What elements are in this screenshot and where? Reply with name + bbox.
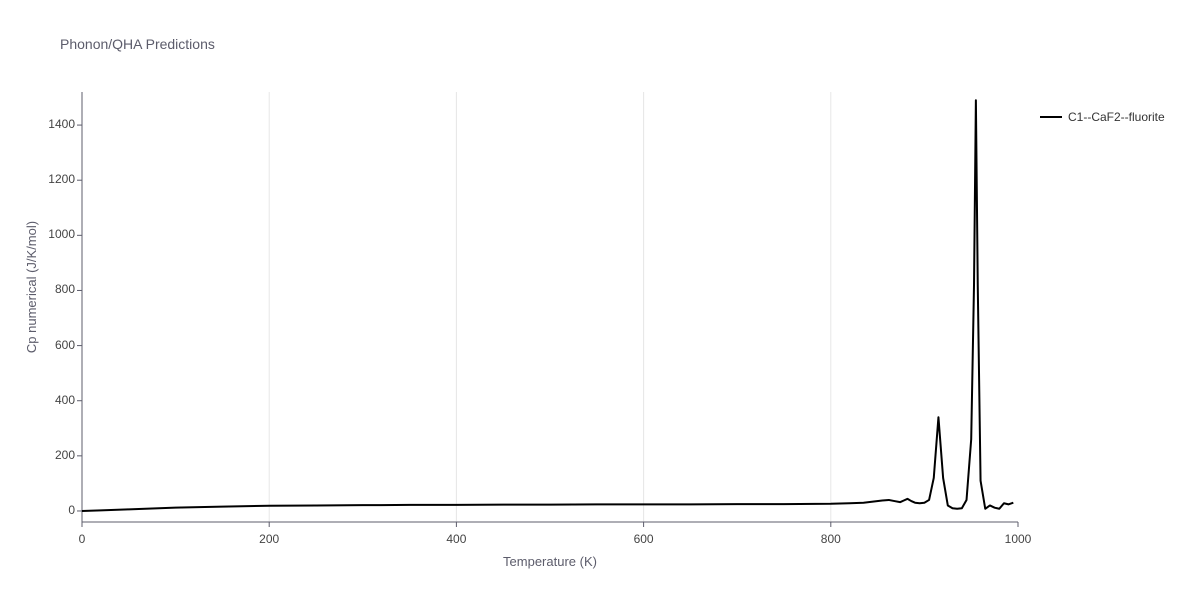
y-tick-label: 800 xyxy=(37,282,75,296)
y-tick-label: 200 xyxy=(37,448,75,462)
plot-area xyxy=(82,92,1020,524)
x-tick-label: 600 xyxy=(629,532,659,546)
y-tick-label: 1000 xyxy=(37,227,75,241)
x-tick-label: 0 xyxy=(67,532,97,546)
chart-title: Phonon/QHA Predictions xyxy=(60,36,215,52)
legend-swatch xyxy=(1040,116,1062,118)
y-tick-label: 400 xyxy=(37,393,75,407)
x-axis-label: Temperature (K) xyxy=(490,554,610,569)
y-tick-label: 1200 xyxy=(37,172,75,186)
legend-label: C1--CaF2--fluorite xyxy=(1068,110,1165,124)
x-tick-label: 1000 xyxy=(1003,532,1033,546)
y-tick-label: 1400 xyxy=(37,117,75,131)
x-tick-label: 400 xyxy=(441,532,471,546)
chart-container: Phonon/QHA Predictions Cp numerical (J/K… xyxy=(0,0,1200,600)
x-tick-label: 800 xyxy=(816,532,846,546)
legend: C1--CaF2--fluorite xyxy=(1040,110,1165,124)
x-tick-label: 200 xyxy=(254,532,284,546)
y-tick-label: 600 xyxy=(37,338,75,352)
y-tick-label: 0 xyxy=(37,503,75,517)
